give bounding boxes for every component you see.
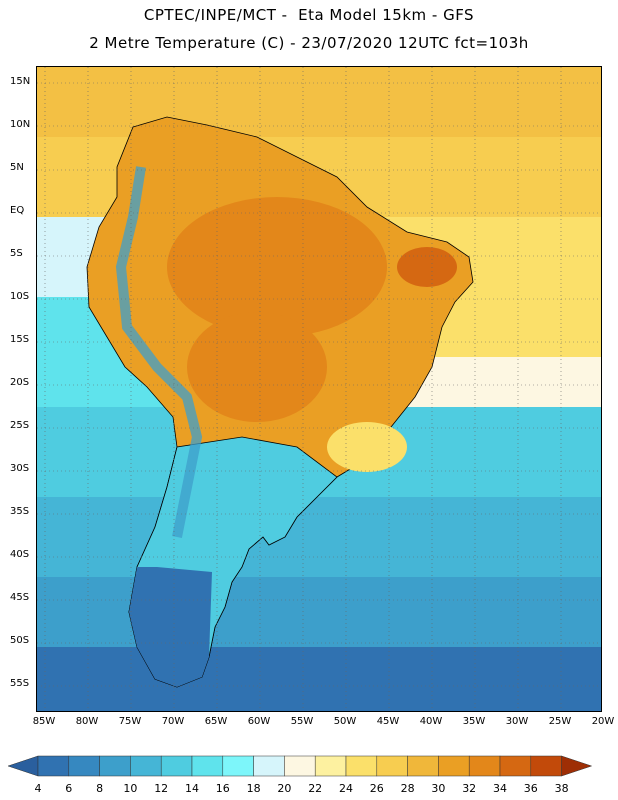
colorbar-segment: [376, 755, 408, 777]
lat-label: 5N: [10, 162, 24, 173]
colorbar-segment: [253, 755, 285, 777]
colorbar-segment: [68, 755, 100, 777]
colorbar-label: 28: [400, 782, 415, 795]
central-hot-core: [187, 312, 327, 422]
map-title: CPTEC/INPE/MCT - Eta Model 15km - GFS: [143, 6, 475, 24]
colorbar-segment: [407, 755, 439, 777]
lon-label: 50W: [333, 716, 357, 727]
colorbar-label: 34: [493, 782, 507, 795]
colorbar-label: 6: [65, 782, 73, 795]
colorbar: [7, 755, 593, 777]
colorbar-label: 20: [277, 782, 292, 795]
lat-label: 20S: [10, 377, 30, 388]
lon-label: 20W: [591, 716, 615, 727]
colorbar-segment: [160, 755, 193, 777]
colorbar-segment: [37, 755, 70, 777]
ocean-band-coldest: [37, 647, 601, 711]
lon-label: 25W: [548, 716, 572, 727]
colorbar-segment: [314, 755, 347, 777]
andes-ridge: [115, 166, 203, 538]
lat-label: 45S: [10, 592, 30, 603]
colorbar-label: 10: [123, 782, 138, 795]
colorbar-arrow-low: [7, 755, 39, 777]
lon-label: 80W: [75, 716, 99, 727]
lon-label: 85W: [32, 716, 56, 727]
lon-label: 75W: [118, 716, 142, 727]
lon-label: 40W: [419, 716, 443, 727]
temperature-map[interactable]: [36, 66, 602, 712]
colorbar-label: 8: [96, 782, 104, 795]
colorbar-segment: [284, 755, 316, 777]
lat-label: 50S: [10, 635, 30, 646]
lat-label: 15N: [10, 76, 31, 87]
lat-label: 10N: [10, 119, 31, 130]
colorbar-label: 26: [369, 782, 384, 795]
lat-label: 55S: [10, 678, 30, 689]
northeast-hot-core: [397, 247, 457, 287]
colorbar-segment: [191, 755, 224, 777]
southeast-mild: [327, 422, 407, 472]
colorbar-segment: [438, 755, 470, 777]
lon-label: 35W: [462, 716, 486, 727]
colorbar-label: 38: [554, 782, 569, 795]
lat-label: 15S: [10, 334, 30, 345]
colorbar-label: 4: [34, 782, 42, 795]
lat-label: 30S: [10, 463, 30, 474]
patagonia-cold: [129, 567, 212, 687]
colorbar-segment: [99, 755, 131, 777]
ocean-band-cold: [37, 577, 601, 647]
lat-label: EQ: [10, 205, 25, 216]
colorbar-segment: [130, 755, 162, 777]
colorbar-label: 14: [185, 782, 199, 795]
ocean-band-mid: [37, 497, 601, 577]
lat-label: 25S: [10, 420, 30, 431]
map-subtitle: 2 Metre Temperature (C) - 23/07/2020 12U…: [89, 34, 529, 52]
colorbar-label: 16: [215, 782, 230, 795]
lon-label: 55W: [290, 716, 314, 727]
lon-label: 60W: [247, 716, 271, 727]
lon-label: 30W: [505, 716, 529, 727]
colorbar-label: 30: [431, 782, 446, 795]
colorbar-label: 24: [339, 782, 353, 795]
amazon-hot-core: [167, 197, 387, 337]
colorbar-segment: [530, 755, 562, 777]
colorbar-segment: [222, 755, 254, 777]
lon-label: 65W: [204, 716, 228, 727]
colorbar-label: 12: [154, 782, 169, 795]
lat-label: 40S: [10, 549, 30, 560]
colorbar-segment: [499, 755, 532, 777]
colorbar-segment: [468, 755, 501, 777]
colorbar-segment: [345, 755, 378, 777]
lon-label: 70W: [161, 716, 185, 727]
lon-label: 45W: [376, 716, 400, 727]
ocean-band-north-warm: [37, 67, 601, 137]
colorbar-label: 32: [462, 782, 477, 795]
colorbar-arrow-high: [561, 755, 593, 777]
colorbar-label: 36: [523, 782, 538, 795]
lat-label: 5S: [10, 248, 23, 259]
lat-label: 35S: [10, 506, 30, 517]
colorbar-label: 22: [308, 782, 323, 795]
colorbar-label: 18: [246, 782, 261, 795]
temperature-field: [37, 67, 601, 711]
lat-label: 10S: [10, 291, 30, 302]
